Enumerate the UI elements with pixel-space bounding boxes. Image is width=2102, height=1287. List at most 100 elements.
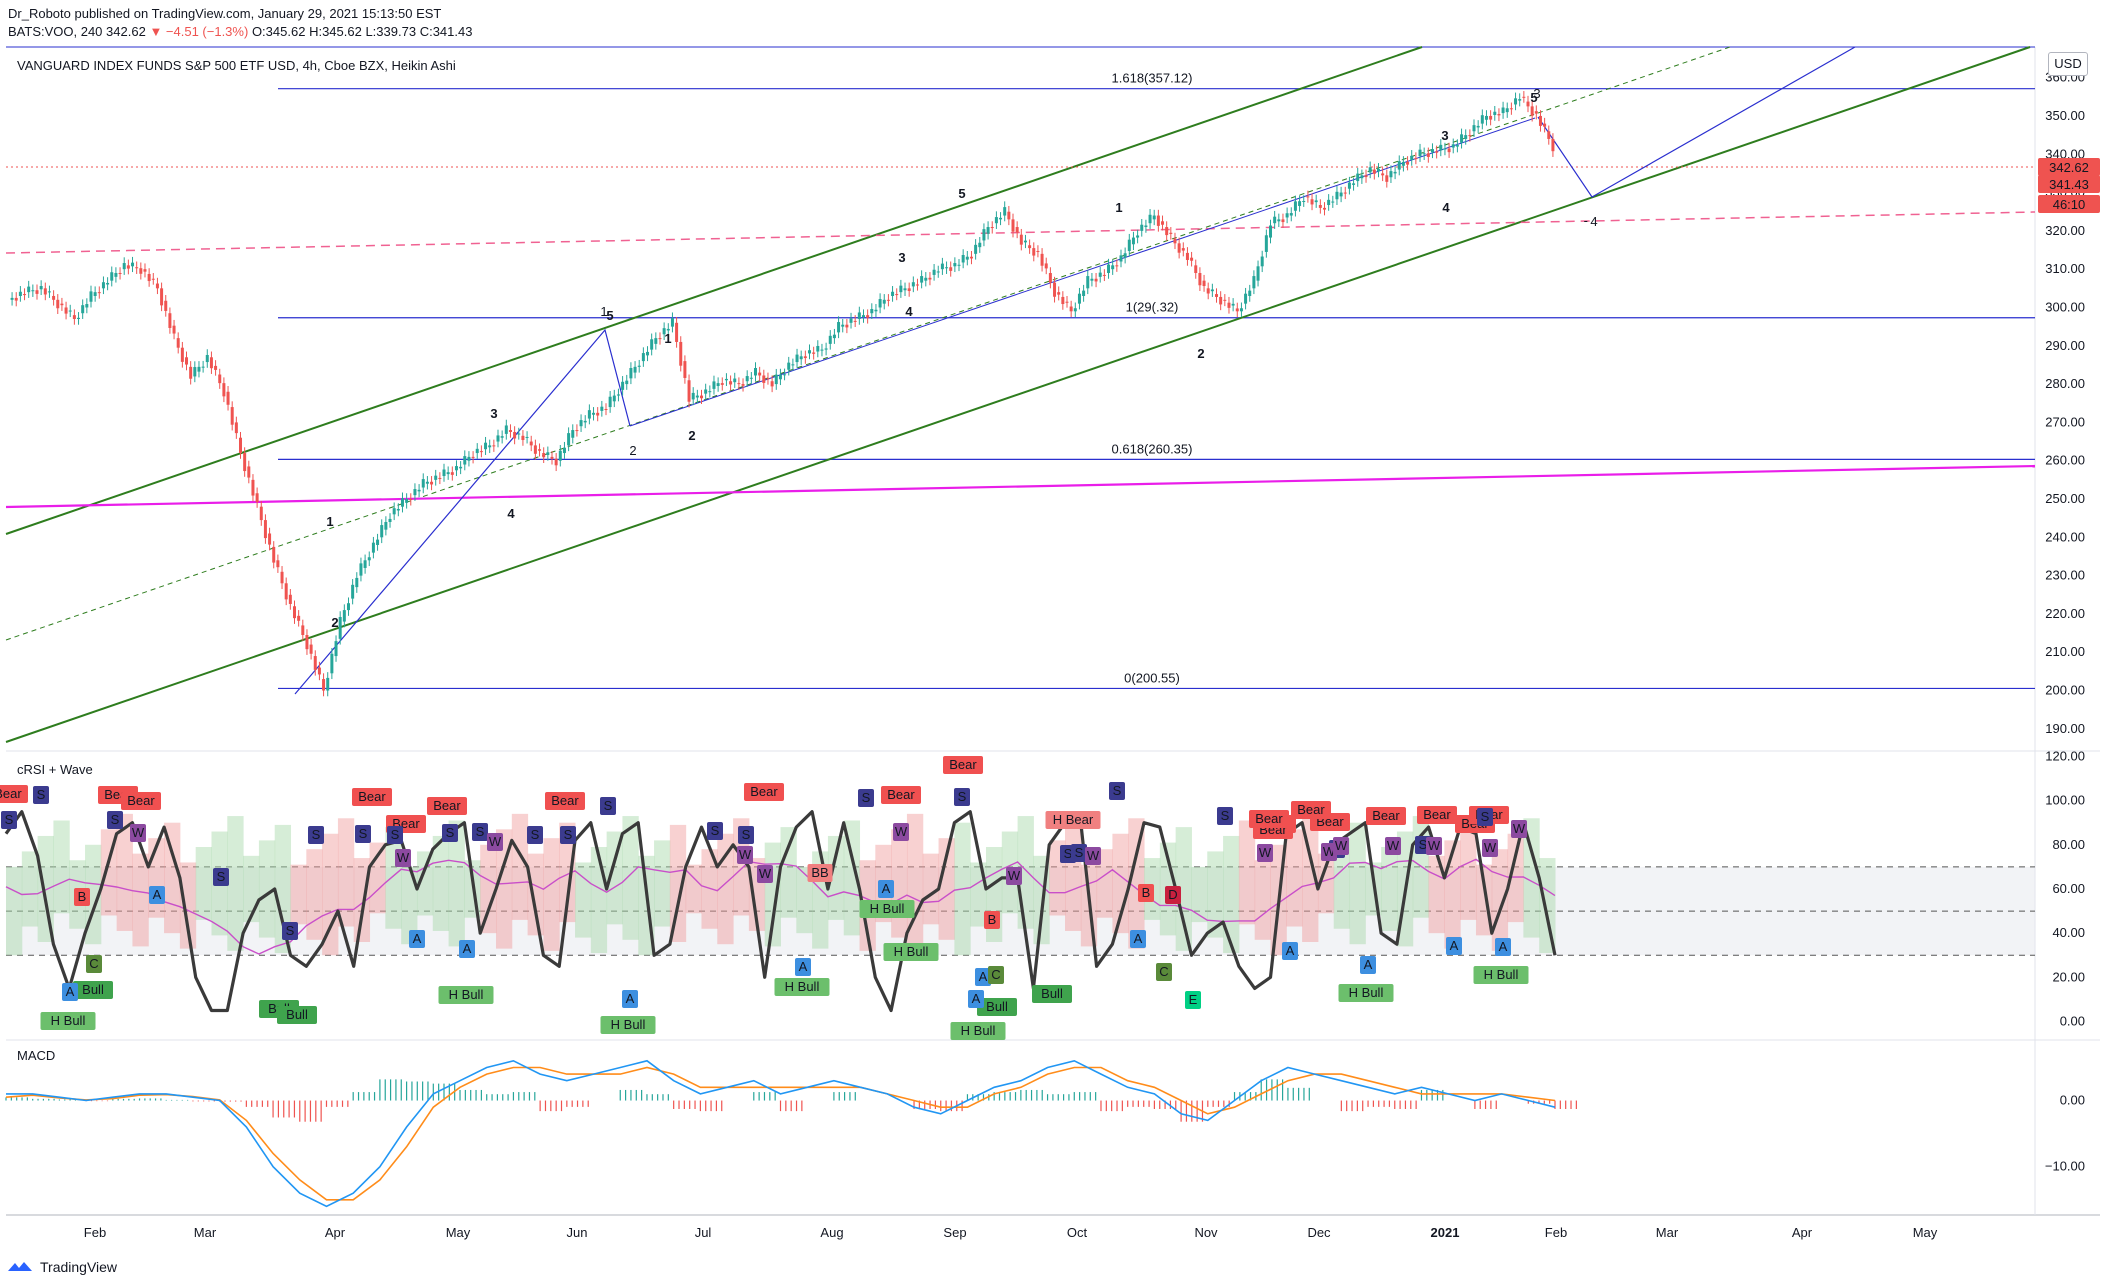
wave-cloud [796,866,813,934]
candle-body [425,481,429,484]
candle-body [1347,182,1351,189]
w-marker-box [1426,837,1442,855]
candle-body [799,356,803,360]
w-marker-box [1482,839,1498,857]
candle-body [27,286,31,293]
price-tick-label: 310.00 [2045,261,2085,276]
s-marker-box [954,788,970,806]
candle-body [1493,111,1497,115]
candle-body [612,395,616,402]
candle-body [1173,238,1177,244]
time-tick-label: May [446,1225,471,1240]
tradingview-footer[interactable]: TradingView [6,1259,117,1275]
candle-body [1331,201,1335,203]
wave-cloud [1128,818,1145,949]
candle-body [1356,173,1360,182]
candle-body [558,450,562,461]
c-marker: C [991,967,1000,982]
candle-body [168,313,172,328]
wave-label: 5 [958,186,965,201]
candle-body [596,412,600,416]
candle-body [1368,167,1372,173]
w-marker: W [1008,868,1021,883]
candle-body [268,533,272,545]
candle-body [907,288,911,292]
candle-body [1360,175,1364,179]
a-marker-box [149,886,165,904]
candle-body [417,489,421,492]
candle-body [990,227,994,229]
wave-cloud [274,824,292,954]
candle-body [205,354,209,363]
bear-marker-box [427,797,467,815]
major-wave-label: 1 [600,304,607,319]
candle-body [936,271,940,273]
time-tick-label: Nov [1194,1225,1218,1240]
ohlc-line: BATS:VOO, 240 342.62 ▼ −4.51 (−1.3%) O:3… [8,24,472,39]
s-marker: S [862,790,871,805]
candle-body [716,383,720,387]
h-bull-marker-box [40,1012,96,1030]
w-marker-box [487,833,503,851]
candle-body [1032,248,1036,256]
wave-cloud [1207,851,1224,938]
candle-body [1389,171,1393,178]
bear-marker-box [1417,806,1457,824]
candle-body [1036,250,1040,252]
crsi-tick-label: 0.00 [2060,1014,2085,1029]
price-tick-label: 270.00 [2045,414,2085,429]
candle-body [309,644,313,654]
candle-body [1264,235,1268,252]
candle-body [1023,240,1027,243]
s-marker-box [600,797,616,815]
bear-marker: Bear [1255,811,1283,826]
time-tick-label: Feb [84,1225,106,1240]
candle-body [1364,175,1368,178]
candle-body [1401,161,1405,166]
s-marker: S [286,923,295,938]
bull-marker: Bull [1041,986,1063,1001]
time-tick-label: May [1913,1225,1938,1240]
candle-body [791,364,795,366]
candle-body [1111,265,1115,270]
currency-button[interactable]: USD [2048,52,2088,76]
s-marker-box [527,826,543,844]
s-marker-box [707,822,723,840]
candle-body [525,436,529,438]
crsi-tick-label: 40.00 [2052,925,2085,940]
candle-body [392,508,396,515]
candle-body [928,277,932,280]
wave-cloud [243,855,260,923]
a-marker: A [413,931,422,946]
a-marker-box [62,983,78,1001]
price-tick-label: 200.00 [2045,683,2085,698]
candle-body [467,456,471,461]
candle-body [754,368,758,376]
candle-body [1281,219,1285,223]
h-bear-marker: H Bear [1053,812,1094,827]
s-marker: S [1064,846,1073,861]
candle-body [517,433,521,435]
candle-body [434,475,438,480]
fib-level-label: 1.618(357.12) [1112,71,1193,86]
a-marker-box [459,940,475,958]
candle-body [297,615,301,621]
candle-body [97,292,101,294]
candle-body [1343,192,1347,194]
wave-label: 3 [898,250,905,265]
price-tick-label: 190.00 [2045,721,2085,736]
candle-body [870,309,874,314]
major-wave-label: 3 [1533,86,1540,101]
bear-marker-box [1366,807,1406,825]
candle-body [1169,232,1173,234]
h-bull-marker: H Bull [1484,967,1519,982]
candle-body [533,445,537,454]
a-marker: A [882,881,891,896]
s-marker: S [1481,809,1490,824]
wave-cloud [843,820,861,936]
candle-body [263,520,267,539]
a-marker: A [1364,957,1373,972]
price-tag [2038,195,2100,213]
w-marker-box [130,824,146,842]
